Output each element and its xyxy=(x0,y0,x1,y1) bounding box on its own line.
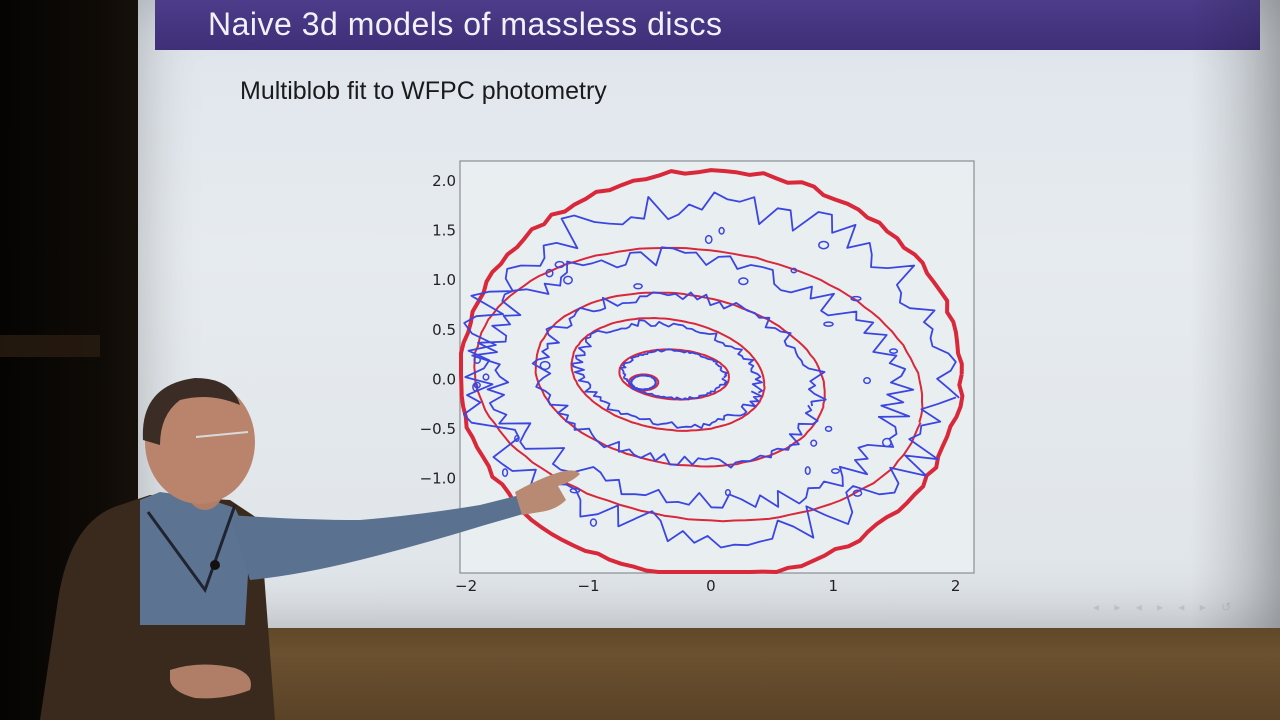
y-tick-label: 1.0 xyxy=(432,271,456,289)
x-tick-label: 0 xyxy=(706,577,716,595)
presenter-arm xyxy=(230,495,530,580)
model-contour xyxy=(459,168,965,574)
slide-subtitle: Multiblob fit to WFPC photometry xyxy=(240,77,607,105)
data-contour-blob xyxy=(881,437,892,448)
screen-edge-shadow xyxy=(1190,0,1280,628)
presenter-lanyard xyxy=(146,504,237,594)
data-contour-blob xyxy=(473,356,482,364)
data-contour-blob xyxy=(589,518,598,527)
y-tick-label: 0.0 xyxy=(432,370,456,388)
data-contour xyxy=(462,191,960,549)
data-contour-blob xyxy=(790,267,798,274)
presenter-head xyxy=(145,380,255,504)
data-contour-blob xyxy=(718,226,725,235)
data-contour-blob xyxy=(738,277,749,286)
data-contour-blob xyxy=(863,376,872,385)
data-contour-blob xyxy=(501,468,509,478)
y-tick-label: 0.5 xyxy=(432,321,456,339)
clip-mic-icon xyxy=(210,560,220,570)
stage-floor xyxy=(130,612,1280,720)
data-contour-blob xyxy=(563,275,573,285)
data-contour xyxy=(531,291,827,469)
data-contour-blob xyxy=(514,434,520,443)
data-contour-blob xyxy=(724,488,731,497)
data-contour xyxy=(571,319,763,430)
x-tick-labels: −2 −1 0 1 2 xyxy=(455,577,960,595)
x-tick-label: 2 xyxy=(951,577,961,595)
data-contour-blob xyxy=(830,468,840,474)
slide-title: Naive 3d models of massless discs xyxy=(208,6,723,42)
data-contour-blob xyxy=(545,268,554,278)
data-contour-blob xyxy=(852,489,863,497)
data-contour xyxy=(471,246,915,509)
x-tick-label: 1 xyxy=(828,577,838,595)
data-contour-blob xyxy=(850,295,862,302)
data-contour-blob xyxy=(810,439,818,447)
data-contour xyxy=(630,374,658,391)
data-contour-blob xyxy=(804,466,811,476)
slide-navigation-icons: ◂ ▸ ◂ ▸ ◂ ▸ ↺ xyxy=(1093,600,1238,614)
y-tick-label: 2.0 xyxy=(432,172,456,190)
slide-title-bar: Naive 3d models of massless discs xyxy=(155,0,1260,50)
presenter-hair xyxy=(142,378,240,445)
presenter-hand xyxy=(515,470,580,515)
presenter-left-hand xyxy=(170,664,251,699)
data-contour-blob xyxy=(569,487,581,494)
data-contour-blob xyxy=(539,360,551,371)
model-contour xyxy=(570,317,766,432)
y-tick-label: 1.5 xyxy=(432,221,456,239)
model-contour xyxy=(473,246,924,523)
x-tick-label: −2 xyxy=(455,577,477,595)
wall-trim xyxy=(0,335,100,357)
contour-lines xyxy=(459,168,965,574)
data-contour-blob xyxy=(482,373,490,381)
y-tick-label: −1.0 xyxy=(420,470,456,488)
data-contour-blob xyxy=(704,234,713,245)
data-contour-blob xyxy=(824,425,833,433)
data-contour xyxy=(619,348,728,401)
model-contour xyxy=(618,348,731,401)
y-tick-label: −0.5 xyxy=(420,420,456,438)
glasses-icon xyxy=(195,431,249,438)
x-tick-label: −1 xyxy=(577,577,599,595)
presenter-shirt xyxy=(140,492,250,625)
data-contour-blob xyxy=(554,260,565,269)
data-contour-blob xyxy=(818,240,830,250)
data-contour-blob xyxy=(823,321,834,327)
data-contour-blob xyxy=(888,348,899,354)
data-contour-blob xyxy=(633,283,643,290)
data-contour-blob xyxy=(473,381,481,389)
model-contour xyxy=(534,291,826,468)
